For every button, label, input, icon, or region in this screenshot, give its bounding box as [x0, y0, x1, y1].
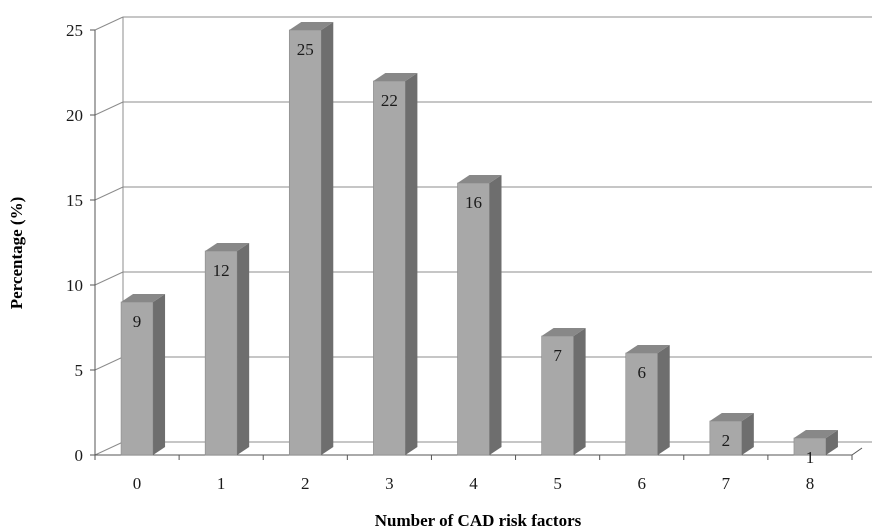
bar — [457, 175, 502, 456]
bar-top — [793, 430, 838, 438]
bar-top — [709, 413, 754, 421]
gridline-depth — [94, 441, 124, 456]
y-tick-label: 5 — [75, 361, 84, 380]
bar-top — [121, 294, 166, 302]
bar-side — [237, 243, 250, 455]
data-label: 12 — [213, 261, 230, 280]
bar-side — [405, 73, 418, 455]
x-tick-label: 4 — [469, 474, 478, 493]
bar — [793, 430, 838, 456]
bar-front — [625, 352, 659, 456]
bar-side — [321, 22, 334, 455]
bar-side — [741, 413, 754, 455]
data-label: 9 — [133, 312, 142, 331]
bar-side — [489, 175, 502, 455]
gridline-depth — [94, 271, 124, 286]
x-tick-label: 1 — [217, 474, 226, 493]
bar-side — [153, 294, 166, 455]
bar-top — [373, 73, 418, 81]
bar — [625, 345, 670, 456]
data-label: 7 — [553, 346, 562, 365]
gridline-depth — [94, 101, 124, 116]
x-tick-label: 3 — [385, 474, 394, 493]
x-tick-label: 8 — [806, 474, 815, 493]
bar-top — [625, 345, 670, 353]
bar-side — [657, 345, 670, 455]
x-tick-label: 5 — [553, 474, 562, 493]
y-axis-title: Percentage (%) — [7, 197, 26, 310]
x-tick-label: 2 — [301, 474, 310, 493]
bars-layer — [120, 22, 838, 456]
bar-front — [120, 301, 154, 456]
y-tick-label: 10 — [66, 276, 83, 295]
bar-front — [373, 80, 406, 456]
bar-top — [541, 328, 586, 336]
labels-layer: 9 12 25 22 16 7 6 2 1 — [133, 40, 814, 467]
floor-edge — [851, 447, 863, 456]
x-tick-label: 0 — [133, 474, 142, 493]
bar-side — [573, 328, 586, 455]
x-tick-label: 7 — [722, 474, 731, 493]
y-tick-label: 25 — [66, 21, 83, 40]
gridline-depth — [94, 356, 124, 371]
bar-side — [825, 430, 838, 455]
y-tick-label: 20 — [66, 106, 83, 125]
bar — [288, 22, 334, 456]
bar — [373, 73, 418, 456]
bar-front — [204, 250, 238, 456]
bar — [541, 328, 586, 456]
bar-top — [289, 22, 334, 30]
data-label: 2 — [722, 431, 731, 450]
data-label: 25 — [297, 40, 314, 59]
gridline-depth — [94, 186, 124, 201]
y-tick-label: 0 — [75, 446, 84, 465]
x-tick-label: 6 — [637, 474, 646, 493]
data-label: 1 — [806, 448, 815, 467]
bar-front — [288, 29, 322, 456]
data-label: 22 — [381, 91, 398, 110]
data-label: 16 — [465, 193, 482, 212]
bar — [709, 413, 754, 456]
bar — [120, 294, 166, 456]
bar-front — [541, 335, 574, 456]
bar-top — [205, 243, 250, 251]
y-tick-label: 15 — [66, 191, 83, 210]
gridline-depth — [94, 16, 124, 31]
bar-front — [457, 182, 490, 456]
bar-top — [457, 175, 502, 183]
bar — [204, 243, 250, 456]
data-label: 6 — [637, 363, 646, 382]
x-axis-title: Number of CAD risk factors — [375, 511, 582, 530]
